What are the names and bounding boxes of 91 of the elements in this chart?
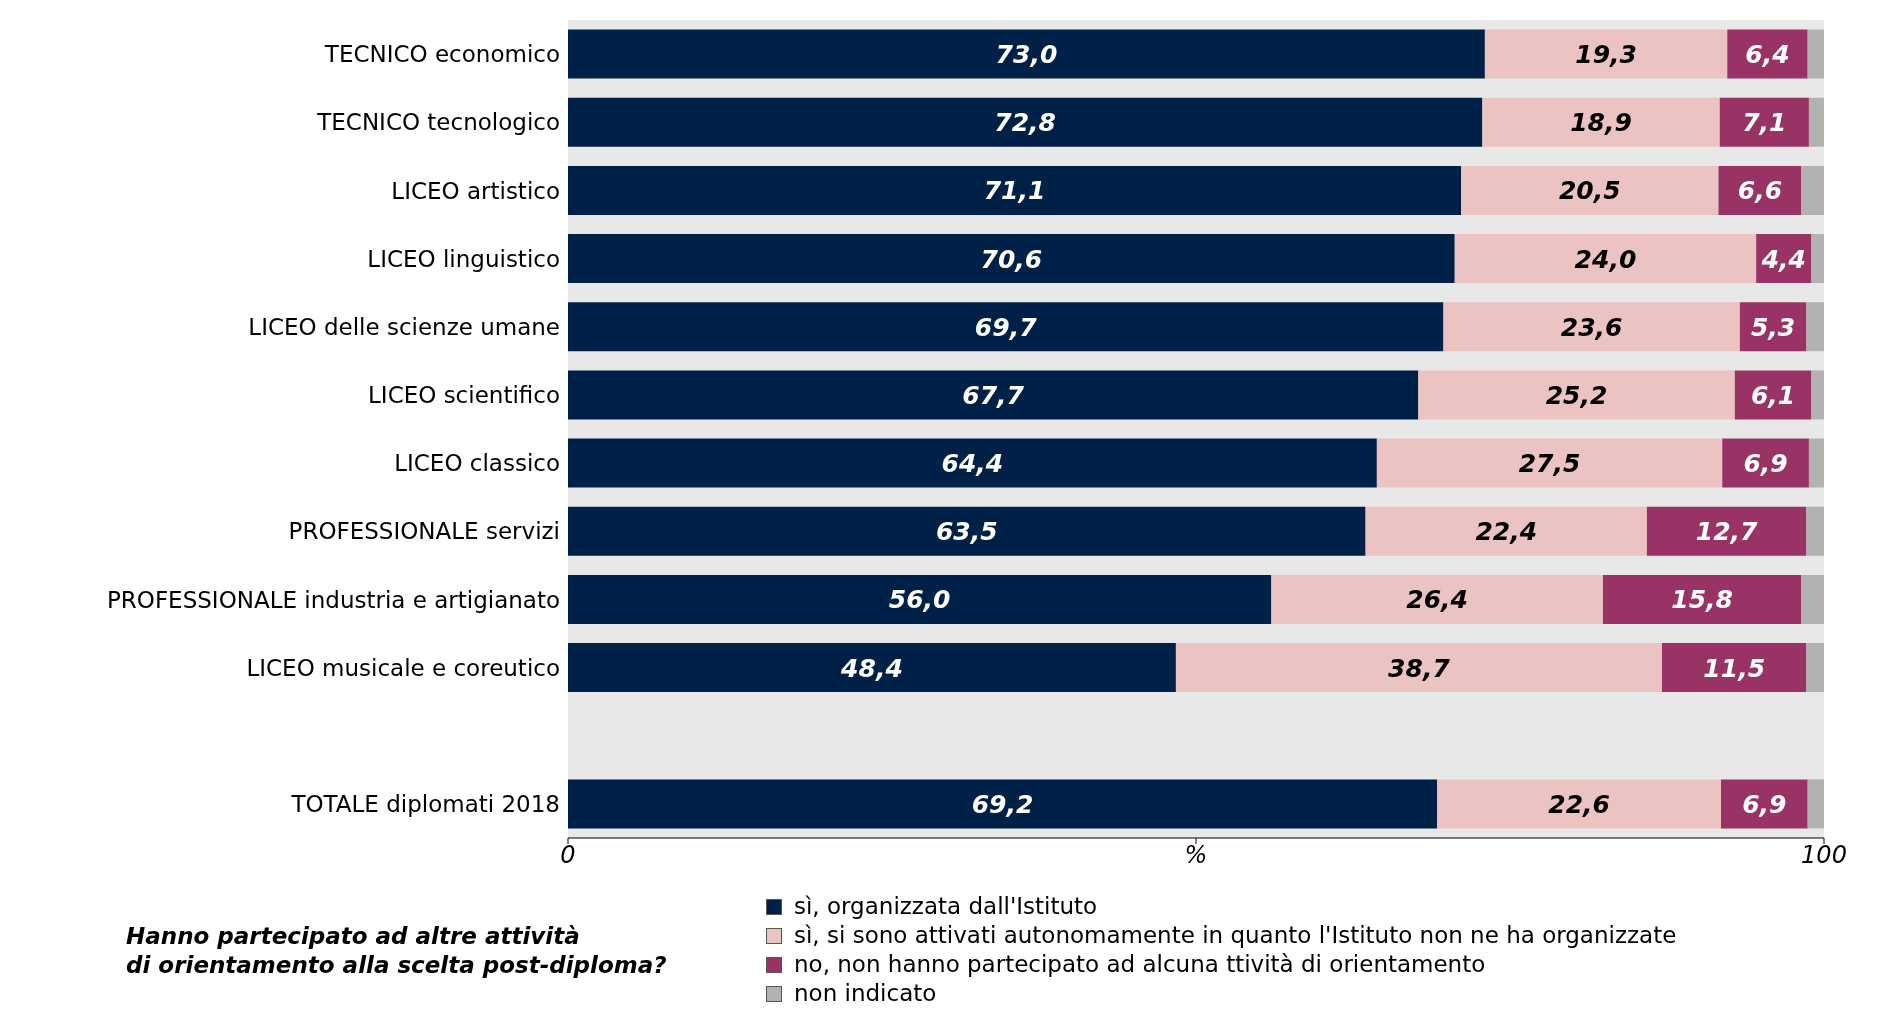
bar xyxy=(1175,643,1662,693)
data-label: 6,9 xyxy=(1743,449,1788,479)
bar xyxy=(1661,643,1807,693)
bar xyxy=(1811,370,1824,420)
x-axis-title: % xyxy=(1184,841,1208,870)
text: Hanno partecipato ad altre attività di orientamento alla scelta post-diploma? xyxy=(126,922,668,980)
bar xyxy=(1807,29,1824,79)
bar xyxy=(568,234,1455,284)
bar xyxy=(568,29,1485,79)
data-label: 22,6 xyxy=(1548,789,1610,819)
bar xyxy=(1727,29,1808,79)
data-label: 69,7 xyxy=(974,312,1038,342)
data-label: 67,7 xyxy=(962,380,1025,410)
bar xyxy=(1437,779,1722,829)
y-tick-label: LICEO artistico xyxy=(391,177,560,204)
data-label: 6,9 xyxy=(1742,789,1787,819)
data-label: 25,2 xyxy=(1545,380,1608,410)
bar xyxy=(1482,97,1720,147)
bar xyxy=(568,779,1438,829)
bar xyxy=(1484,29,1728,79)
data-label: 4,4 xyxy=(1760,244,1806,274)
legend-label: non indicato xyxy=(794,979,937,1008)
data-label: 5,3 xyxy=(1750,312,1796,342)
bar xyxy=(1646,506,1807,556)
bar xyxy=(568,370,1419,420)
data-label: 26,4 xyxy=(1406,585,1468,615)
data-label: 27,5 xyxy=(1518,449,1581,479)
data-label: 6,4 xyxy=(1745,40,1790,70)
data-label: 11,5 xyxy=(1703,653,1766,683)
bar xyxy=(1376,438,1723,488)
y-tick-label: LICEO musicale e coreutico xyxy=(246,654,560,681)
bar xyxy=(1801,165,1824,215)
x-tick-label: 0 xyxy=(560,841,576,870)
bar xyxy=(1808,97,1824,147)
y-tick-label: LICEO scientifico xyxy=(368,382,560,409)
data-label: 6,1 xyxy=(1750,380,1796,410)
bar xyxy=(568,165,1462,215)
y-tick-label: LICEO delle scienze umane xyxy=(248,313,560,340)
data-label: 69,2 xyxy=(971,789,1034,819)
data-label: 64,4 xyxy=(941,449,1004,479)
y-tick-label: TECNICO economico xyxy=(323,41,560,68)
data-label: 22,4 xyxy=(1475,517,1538,547)
bar xyxy=(568,506,1366,556)
bar xyxy=(1806,302,1824,352)
bar xyxy=(568,643,1176,693)
data-label: 18,9 xyxy=(1570,108,1632,138)
data-label: 12,7 xyxy=(1695,517,1759,547)
data-label: 19,3 xyxy=(1575,40,1637,70)
y-tick-label: LICEO classico xyxy=(394,450,560,477)
data-label: 71,1 xyxy=(983,176,1046,206)
legend-label: no, non hanno partecipato ad alcuna ttività di orientamento xyxy=(794,950,1486,979)
bar xyxy=(568,438,1377,488)
data-label: 23,6 xyxy=(1560,312,1623,342)
text: sì, organizzata dall'Istituto xyxy=(794,892,1098,921)
data-label: 38,7 xyxy=(1388,653,1451,683)
bar xyxy=(1801,574,1824,624)
data-label: 70,6 xyxy=(980,244,1043,274)
data-label: 63,5 xyxy=(935,517,998,547)
bar xyxy=(568,97,1483,147)
bar xyxy=(1806,506,1824,556)
bar xyxy=(1602,574,1802,624)
bar xyxy=(1807,779,1824,829)
data-label: 73,0 xyxy=(995,40,1058,70)
x-tick-label: 100 xyxy=(1801,841,1847,870)
bar xyxy=(1722,438,1809,488)
bar xyxy=(1271,574,1603,624)
data-label: 72,8 xyxy=(994,108,1057,138)
y-tick-label: PROFESSIONALE industria e artigianato xyxy=(106,586,560,613)
bar xyxy=(1454,234,1757,284)
data-label: 7,1 xyxy=(1742,108,1787,138)
bar xyxy=(1365,506,1647,556)
y-tick-label: PROFESSIONALE servizi xyxy=(288,518,560,545)
y-tick-label: TOTALE diplomati 2018 xyxy=(290,791,560,818)
y-tick-label: TECNICO tecnologico xyxy=(316,109,560,136)
bar xyxy=(1418,370,1735,420)
data-label: 48,4 xyxy=(840,653,903,683)
bar xyxy=(1808,438,1824,488)
bar xyxy=(1443,302,1740,352)
data-label: 24,0 xyxy=(1574,244,1637,274)
bar xyxy=(1461,165,1719,215)
bar xyxy=(1719,97,1809,147)
bar xyxy=(1811,234,1824,284)
data-label: 15,8 xyxy=(1671,585,1734,615)
bar xyxy=(568,302,1444,352)
legend-label: sì, si sono attivati autonomamente in quanto l'Istituto non ne ha organizzate xyxy=(794,921,1677,950)
data-label: 20,5 xyxy=(1558,176,1621,206)
data-label: 6,6 xyxy=(1737,176,1783,206)
bar xyxy=(1806,643,1824,693)
bar xyxy=(568,574,1272,624)
data-label: 56,0 xyxy=(888,585,951,615)
y-tick-label: LICEO linguistico xyxy=(367,245,560,272)
